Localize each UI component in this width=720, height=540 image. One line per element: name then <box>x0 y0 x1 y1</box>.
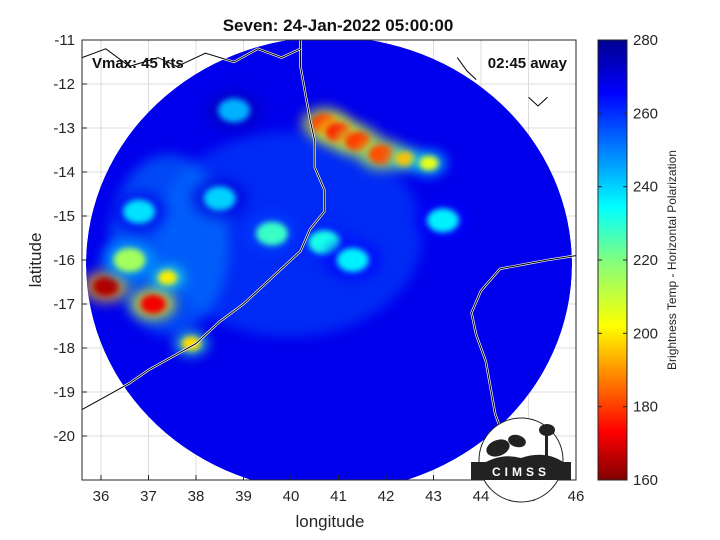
y-tick-label: -12 <box>53 76 75 93</box>
x-tick-label: 36 <box>93 488 110 505</box>
coastline-segment <box>82 40 325 411</box>
convective-core <box>395 151 415 166</box>
convective-core <box>368 144 395 164</box>
colorbar-label: Brightness Temp - Horizontal Polarizatio… <box>665 150 679 370</box>
x-tick-label: 40 <box>283 488 300 505</box>
coastline-segment <box>528 96 548 107</box>
y-tick-label: -19 <box>53 384 75 401</box>
vmax-annotation: Vmax: 45 kts <box>92 55 184 72</box>
coastline-segment <box>82 48 301 67</box>
microwave-swath <box>86 40 572 480</box>
colorbar-tick-label: 240 <box>633 179 658 196</box>
x-tick-label: 37 <box>140 488 157 505</box>
convective-core <box>203 186 236 211</box>
y-axis: -11 -12 -13 -14 -15 -16 -17 -18 -19 -20 <box>53 32 87 445</box>
convective-core <box>123 199 155 224</box>
colorbar <box>597 39 628 481</box>
y-axis-label: latitude <box>26 233 45 288</box>
convective-core <box>181 336 201 351</box>
convective-core <box>140 294 167 314</box>
x-tick-label: 44 <box>473 488 490 505</box>
convective-core <box>157 270 178 285</box>
colorbar-tick-label: 280 <box>633 32 658 49</box>
time-away-annotation: 02:45 away <box>488 55 568 72</box>
y-tick-label: -18 <box>53 340 75 357</box>
y-tick-label: -14 <box>53 164 75 181</box>
colorbar-tick-label: 180 <box>633 399 658 416</box>
y-tick-label: -20 <box>53 428 75 445</box>
y-tick-label: -15 <box>53 208 75 225</box>
x-axis-label: longitude <box>295 512 364 531</box>
convective-core <box>427 208 459 233</box>
x-tick-label: 46 <box>568 488 585 505</box>
convective-core <box>218 98 250 123</box>
chart-title: Seven: 24-Jan-2022 05:00:00 <box>223 16 454 35</box>
x-tick-label: 39 <box>235 488 252 505</box>
colorbar-ticks: 280 260 240 220 200 180 160 <box>598 32 658 489</box>
cimss-logo: CIMSS <box>471 417 571 503</box>
y-tick-label: -16 <box>53 252 75 269</box>
colorbar-tick-label: 160 <box>633 472 658 489</box>
y-tick-label: -17 <box>53 296 75 313</box>
x-tick-label: 43 <box>425 488 442 505</box>
x-tick-label: 41 <box>330 488 347 505</box>
colorbar-tick-label: 260 <box>633 105 658 122</box>
colorbar-tick-label: 200 <box>633 325 658 342</box>
colorbar-tick-label: 220 <box>633 252 658 269</box>
convective-core <box>113 248 146 272</box>
convective-core <box>92 276 119 296</box>
y-tick-label: -11 <box>54 32 75 49</box>
x-tick-label: 42 <box>378 488 395 505</box>
coastline-segment <box>456 57 477 80</box>
convective-core <box>419 156 439 171</box>
convective-core <box>336 248 369 272</box>
cimss-logo-text: CIMSS <box>492 465 550 479</box>
x-tick-label: 38 <box>188 488 205 505</box>
convective-core <box>256 221 288 246</box>
y-tick-label: -13 <box>53 120 75 137</box>
